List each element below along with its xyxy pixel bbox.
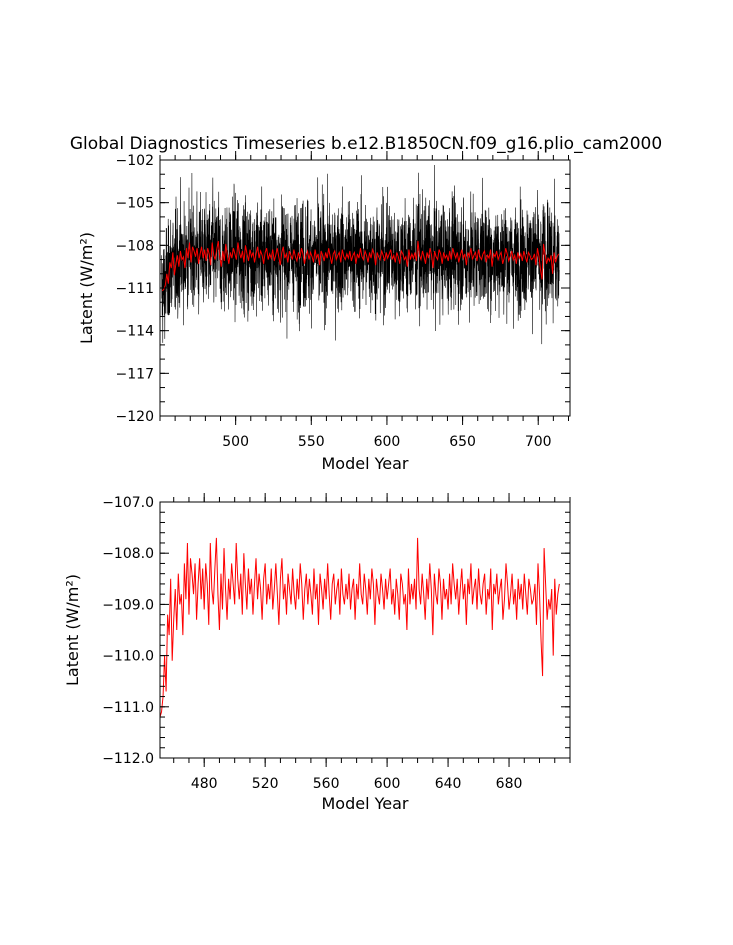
bottom-xtick-label: 480 bbox=[191, 776, 218, 792]
bottom-ytick-label: −109.0 bbox=[102, 597, 154, 613]
bottom-ytick-label: −111.0 bbox=[102, 700, 154, 716]
top-ytick-label: −120 bbox=[116, 409, 154, 425]
top-panel: −120 −117 −114 −111 −108 −105 −102 500 550 600 650… bbox=[77, 151, 571, 473]
bottom-xlabel: Model Year bbox=[322, 794, 409, 813]
bottom-series-group bbox=[159, 537, 560, 718]
top-xtick-label: 650 bbox=[449, 434, 476, 450]
bottom-ylabel: Latent (W/m²) bbox=[63, 574, 82, 686]
top-ticks-group: −120 −117 −114 −111 −108 −105 −102 500 550 600 650… bbox=[116, 151, 570, 450]
bottom-xtick-label: 680 bbox=[496, 776, 523, 792]
top-ytick-label: −117 bbox=[116, 366, 154, 382]
top-ytick-label: −114 bbox=[116, 324, 155, 340]
top-xtick-label: 700 bbox=[525, 434, 552, 450]
bottom-ytick-label: −108.0 bbox=[102, 546, 154, 562]
bottom-xtick-label: 520 bbox=[252, 776, 279, 792]
bottom-annual-line bbox=[159, 537, 560, 718]
bottom-xtick-label: 600 bbox=[374, 776, 401, 792]
bottom-panel: −112.0 −111.0 −110.0 −109.0 −108.0 −107.0 480 5… bbox=[63, 493, 571, 813]
top-xtick-label: 500 bbox=[222, 434, 249, 450]
top-xlabel: Model Year bbox=[322, 454, 409, 473]
chart-title: Global Diagnostics Timeseries b.e12.B185… bbox=[70, 134, 662, 154]
bottom-ytick-label: −110.0 bbox=[102, 649, 154, 665]
top-ylabel: Latent (W/m²) bbox=[77, 232, 96, 344]
top-annual-line bbox=[161, 240, 560, 292]
bottom-plot-frame bbox=[159, 501, 571, 759]
bottom-ticks-group: −112.0 −111.0 −110.0 −109.0 −108.0 −107.0 480 5… bbox=[102, 493, 571, 792]
top-ytick-label: −108 bbox=[116, 238, 154, 254]
top-ytick-label: −111 bbox=[116, 281, 154, 297]
bottom-ytick-label: −107.0 bbox=[102, 495, 154, 511]
bottom-ytick-label: −112.0 bbox=[102, 751, 154, 767]
top-xtick-label: 550 bbox=[298, 434, 325, 450]
top-ytick-label: −102 bbox=[116, 153, 154, 169]
top-series-group bbox=[161, 164, 560, 345]
bottom-xtick-label: 640 bbox=[435, 776, 462, 792]
top-xtick-label: 600 bbox=[374, 434, 401, 450]
top-ytick-label: −105 bbox=[116, 196, 154, 212]
bottom-xtick-label: 560 bbox=[313, 776, 340, 792]
